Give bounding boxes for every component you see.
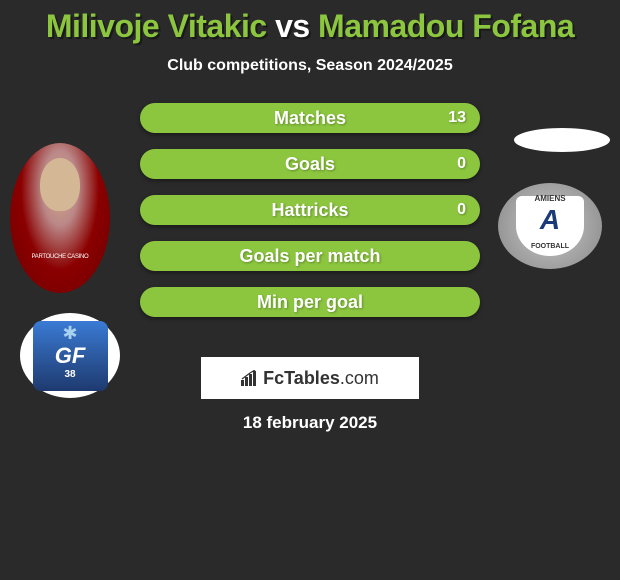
vs-separator: vs xyxy=(275,8,310,44)
player1-club-crest: GF 38 xyxy=(20,313,120,398)
stat-bar-goals: Goals 0 xyxy=(140,149,480,179)
stat-bar-matches: Matches 13 xyxy=(140,103,480,133)
comparison-content: GF 38 FOOTBALL Matches 13 Goals 0 Hattri… xyxy=(0,103,620,433)
comparison-date: 18 february 2025 xyxy=(0,413,620,433)
stat-value: 13 xyxy=(448,109,466,127)
brand-suffix: .com xyxy=(340,368,379,388)
brand-logo-box: FcTables.com xyxy=(201,357,419,399)
stat-value: 0 xyxy=(457,201,466,219)
stat-bar-hattricks: Hattricks 0 xyxy=(140,195,480,225)
stat-label: Hattricks xyxy=(271,200,348,221)
stat-bar-goals-per-match: Goals per match xyxy=(140,241,480,271)
stat-bar-min-per-goal: Min per goal xyxy=(140,287,480,317)
brand-text: FcTables.com xyxy=(263,368,379,389)
crest-left-shield: GF 38 xyxy=(33,321,108,391)
player2-club-crest: FOOTBALL xyxy=(498,183,602,269)
stats-container: Matches 13 Goals 0 Hattricks 0 Goals per… xyxy=(140,103,480,317)
player1-name: Milivoje Vitakic xyxy=(46,8,267,44)
player2-photo-placeholder xyxy=(514,128,610,152)
subtitle: Club competitions, Season 2024/2025 xyxy=(0,57,620,75)
crest-right-footer: FOOTBALL xyxy=(516,243,584,250)
player1-photo xyxy=(10,143,110,293)
brand-main: FcTables xyxy=(263,368,340,388)
crest-right-shield: FOOTBALL xyxy=(516,196,584,256)
stat-value: 0 xyxy=(457,155,466,173)
crest-left-initials: GF xyxy=(55,343,86,369)
stat-label: Goals xyxy=(285,154,335,175)
page-title: Milivoje Vitakic vs Mamadou Fofana xyxy=(0,0,620,45)
stat-label: Min per goal xyxy=(257,292,363,313)
chart-icon xyxy=(241,370,259,386)
player2-name: Mamadou Fofana xyxy=(318,8,574,44)
crest-left-number: 38 xyxy=(64,369,75,380)
stat-label: Matches xyxy=(274,108,346,129)
stat-label: Goals per match xyxy=(239,246,380,267)
